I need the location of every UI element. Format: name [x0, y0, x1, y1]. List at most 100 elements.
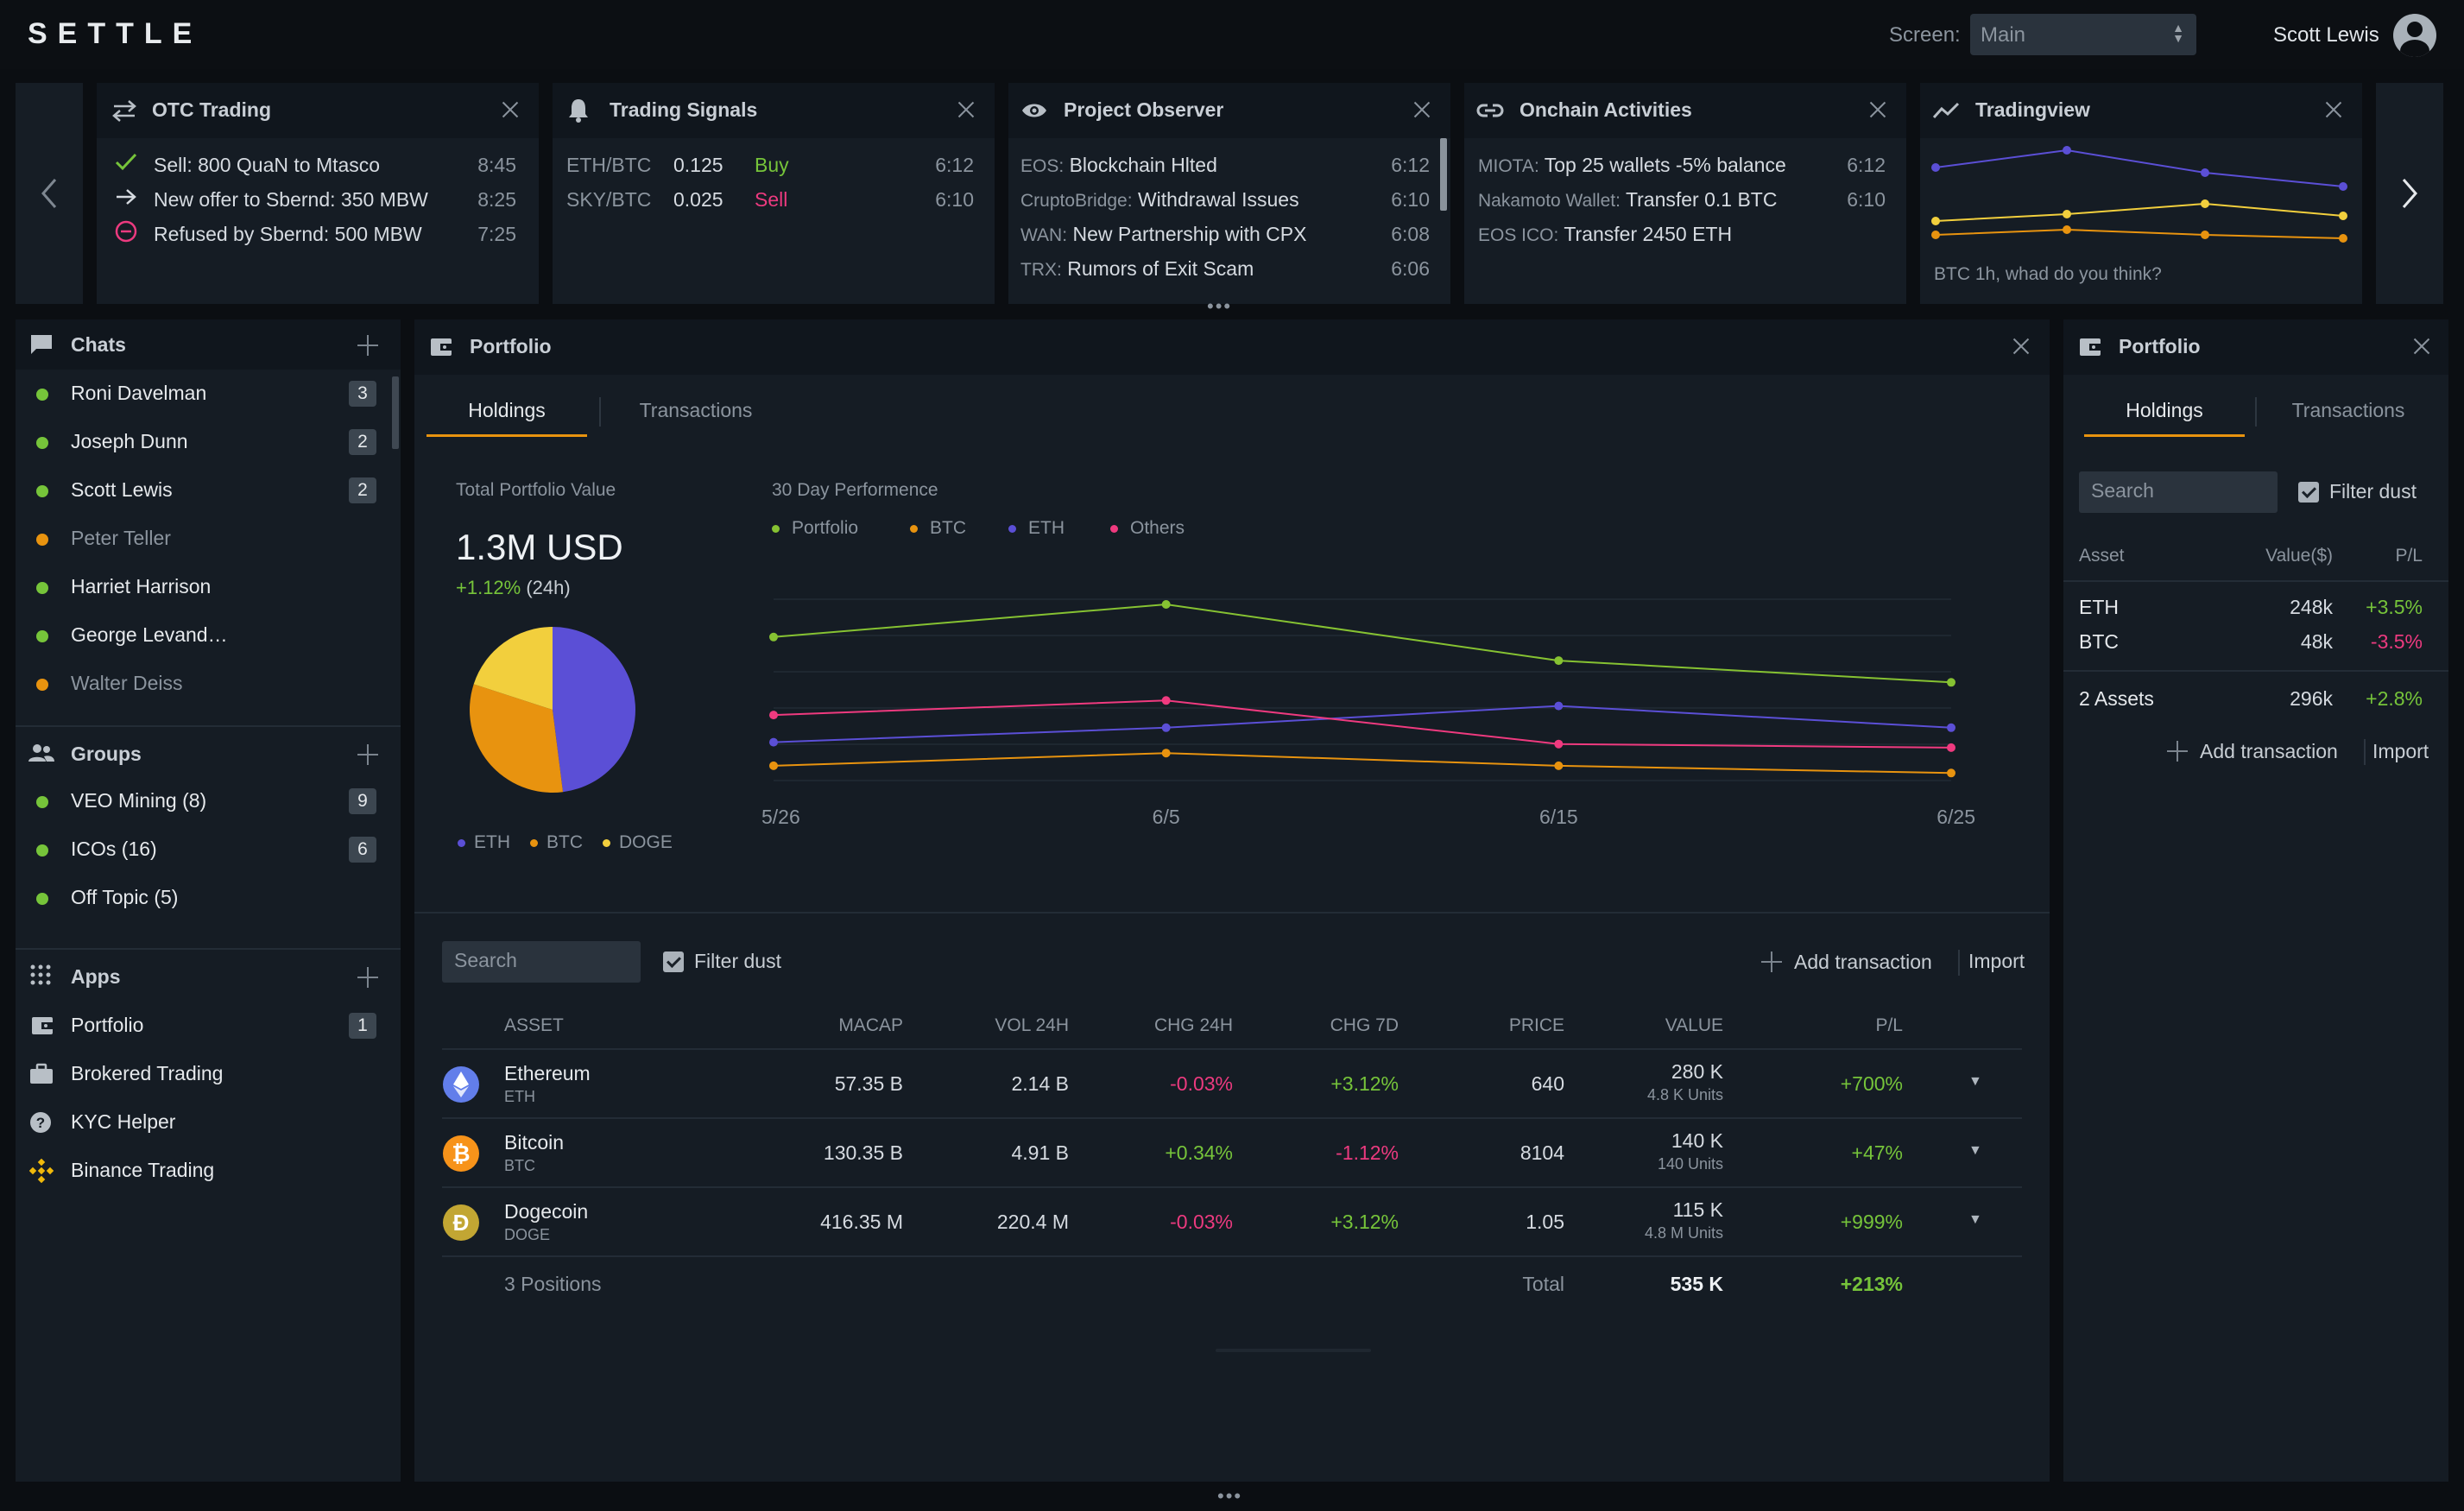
allocation-pie-chart[interactable]: [466, 623, 639, 796]
close-icon[interactable]: [2008, 333, 2034, 359]
col-vol[interactable]: VOL 24H: [995, 1015, 1069, 1035]
chat-item[interactable]: Joseph Dunn 2: [16, 418, 387, 466]
otc-row-text[interactable]: New offer to Sbernd: 350 MBW: [154, 188, 428, 211]
data-point-eth[interactable]: [1161, 723, 1171, 732]
filter-dust-checkbox[interactable]: [663, 951, 684, 972]
group-item[interactable]: Off Topic (5): [16, 874, 401, 922]
resize-handle[interactable]: •••: [1217, 1485, 1243, 1507]
col-chg24[interactable]: CHG 24H: [1153, 1015, 1233, 1035]
close-icon[interactable]: [2321, 97, 2347, 123]
col-asset[interactable]: ASSET: [504, 1015, 564, 1035]
otc-row-text[interactable]: Sell: 800 QuaN to Mtasco: [154, 154, 381, 176]
series-line-btc[interactable]: [773, 752, 1952, 774]
add-app-button[interactable]: [357, 967, 378, 988]
data-point-btc[interactable]: [1161, 749, 1171, 758]
holding-row[interactable]: BTC 48k -3.5%: [2063, 623, 2448, 658]
import-button[interactable]: Import: [2372, 740, 2429, 762]
performance-line-chart[interactable]: 5/26 6/5 6/15 6/25: [742, 553, 2003, 838]
add-group-button[interactable]: [357, 744, 378, 765]
scrollbar-thumb[interactable]: [1216, 1349, 1371, 1352]
add-transaction-button[interactable]: Add transaction: [2167, 734, 2359, 768]
data-point-portfolio[interactable]: [1947, 678, 1955, 687]
data-point-btc[interactable]: [1947, 768, 1955, 778]
close-icon[interactable]: [2409, 333, 2435, 359]
tab-holdings[interactable]: Holdings: [426, 389, 587, 437]
pie-slice-btc[interactable]: [470, 684, 564, 793]
close-icon[interactable]: [953, 97, 979, 123]
series-line-portfolio[interactable]: [773, 603, 1952, 684]
tradingview-sparkline[interactable]: [1920, 138, 2362, 276]
app-item-portfolio[interactable]: Portfolio 1: [16, 1002, 401, 1050]
tab-transactions[interactable]: Transactions: [610, 389, 782, 437]
col-value[interactable]: Value($): [2265, 546, 2333, 566]
col-asset[interactable]: Asset: [2079, 546, 2125, 566]
onchain-row[interactable]: EOS ICO: Transfer 2450 ETH: [1478, 223, 1732, 246]
legend-item-portfolio[interactable]: Portfolio: [772, 518, 858, 539]
scroll-right-button[interactable]: [2376, 83, 2443, 304]
close-icon[interactable]: [1865, 97, 1891, 123]
observer-row[interactable]: WAN: New Partnership with CPX: [1020, 223, 1306, 246]
expand-row-icon[interactable]: ▼: [1968, 1074, 1982, 1089]
data-point-eth[interactable]: [1554, 701, 1564, 711]
table-row[interactable]: Ð Dogecoin DOGE 416.35 M 220.4 M -0.03% …: [442, 1188, 2022, 1257]
otc-row-text[interactable]: Refused by Sbernd: 500 MBW: [154, 223, 422, 245]
data-point-btc[interactable]: [1554, 761, 1564, 770]
app-item-brokered-trading[interactable]: Brokered Trading: [16, 1050, 401, 1098]
group-item[interactable]: ICOs (16) 6: [16, 825, 401, 874]
close-icon[interactable]: [497, 97, 523, 123]
chat-item[interactable]: Roni Davelman 3: [16, 370, 387, 418]
chat-item[interactable]: Walter Deiss: [16, 660, 387, 708]
tab-transactions[interactable]: Transactions: [2262, 389, 2435, 437]
signal-action[interactable]: Sell: [755, 188, 788, 211]
search-input[interactable]: Search: [2079, 471, 2278, 513]
table-row[interactable]: ₿ Bitcoin BTC 130.35 B 4.91 B +0.34% -1.…: [442, 1119, 2022, 1188]
chat-item[interactable]: Peter Teller: [16, 515, 387, 563]
app-item-kyc-helper[interactable]: ? KYC Helper: [16, 1098, 401, 1147]
holding-row[interactable]: ETH 248k +3.5%: [2063, 589, 2448, 623]
data-point-portfolio[interactable]: [1161, 600, 1171, 609]
chat-item[interactable]: Scott Lewis 2: [16, 466, 387, 515]
tab-holdings[interactable]: Holdings: [2084, 389, 2245, 437]
search-input[interactable]: Search: [442, 941, 641, 983]
chat-item[interactable]: George Levand…: [16, 611, 387, 660]
onchain-row[interactable]: Nakamoto Wallet: Transfer 0.1 BTC: [1478, 188, 1777, 212]
observer-row[interactable]: EOS: Blockchain Hlted: [1020, 154, 1217, 177]
observer-row[interactable]: TRX: Rumors of Exit Scam: [1020, 257, 1254, 281]
pie-slice-eth[interactable]: [553, 627, 636, 793]
data-point-others[interactable]: [1554, 739, 1564, 749]
scrollbar-thumb[interactable]: [1440, 138, 1447, 211]
col-pl[interactable]: P/L: [2395, 546, 2423, 566]
legend-item-eth[interactable]: ETH: [1008, 518, 1065, 539]
table-row[interactable]: Ethereum ETH 57.35 B 2.14 B -0.03% +3.12…: [442, 1050, 2022, 1119]
screen-select[interactable]: Main ▲ ▼: [1970, 14, 2196, 55]
col-macap[interactable]: MACAP: [838, 1015, 903, 1035]
app-item-binance-trading[interactable]: Binance Trading: [16, 1147, 401, 1195]
pie-slice-doge[interactable]: [473, 627, 553, 710]
series-line-eth[interactable]: [773, 705, 1952, 743]
expand-row-icon[interactable]: ▼: [1968, 1143, 1982, 1158]
col-chg7[interactable]: CHG 7D: [1330, 1015, 1399, 1035]
data-point-eth[interactable]: [1947, 723, 1955, 732]
data-point-others[interactable]: [769, 711, 778, 720]
data-point-btc[interactable]: [769, 761, 778, 770]
scroll-left-button[interactable]: [16, 83, 83, 304]
legend-item-others[interactable]: Others: [1110, 518, 1185, 539]
data-point-others[interactable]: [1947, 743, 1955, 752]
data-point-portfolio[interactable]: [769, 632, 778, 642]
add-transaction-button[interactable]: Add transaction: [1761, 941, 1953, 983]
signal-action[interactable]: Buy: [755, 154, 789, 176]
onchain-row[interactable]: MIOTA: Top 25 wallets -5% balance: [1478, 154, 1786, 177]
col-price[interactable]: PRICE: [1508, 1015, 1564, 1035]
scrollbar-thumb[interactable]: [392, 376, 399, 449]
close-icon[interactable]: [1409, 97, 1435, 123]
col-pl[interactable]: P/L: [1875, 1015, 1903, 1035]
user-name[interactable]: Scott Lewis: [2273, 23, 2379, 47]
resize-handle[interactable]: •••: [1207, 295, 1233, 317]
legend-item-btc[interactable]: BTC: [910, 518, 966, 539]
observer-row[interactable]: CruptoBridge: Withdrawal Issues: [1020, 188, 1299, 212]
expand-row-icon[interactable]: ▼: [1968, 1212, 1982, 1227]
user-avatar-icon[interactable]: [2393, 14, 2436, 57]
filter-dust-checkbox[interactable]: [2298, 482, 2319, 503]
data-point-eth[interactable]: [769, 737, 778, 747]
data-point-portfolio[interactable]: [1554, 656, 1564, 666]
